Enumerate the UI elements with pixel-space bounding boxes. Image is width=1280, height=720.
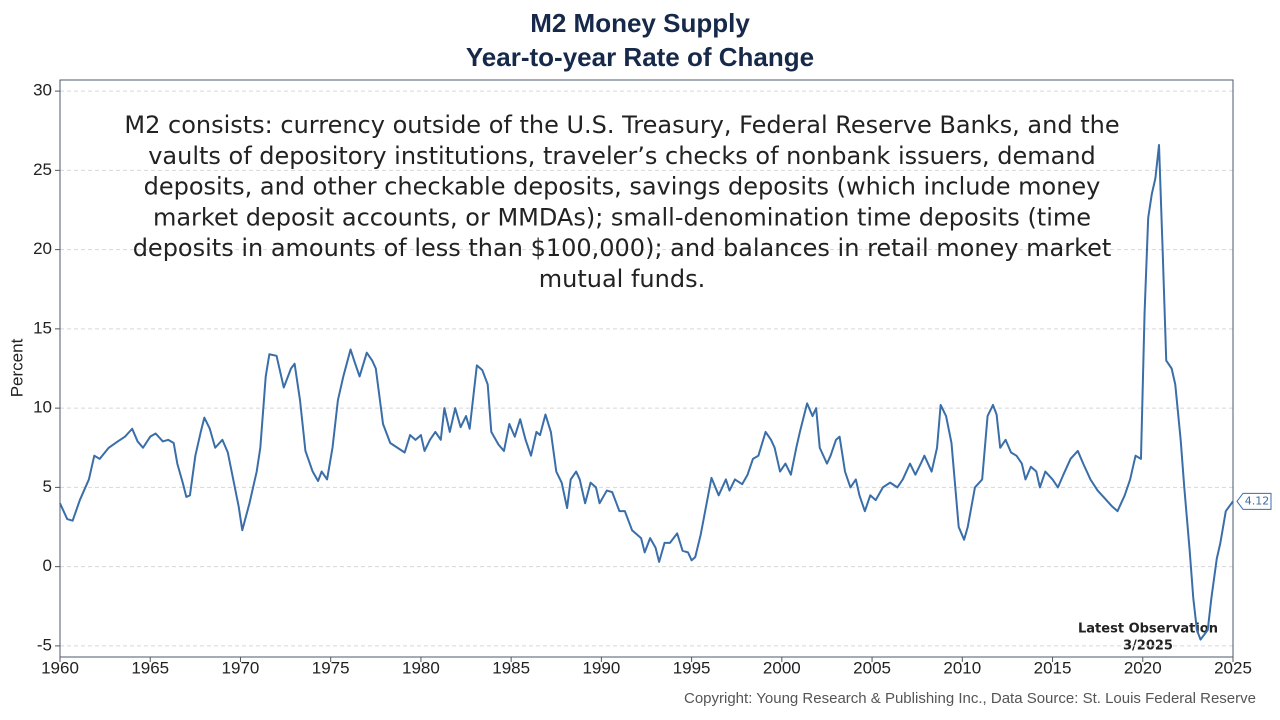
source: Copyright: Young Research & Publishing I…: [684, 690, 1256, 707]
y-tick-label: 0: [43, 556, 52, 575]
x-tick-label: 1965: [131, 658, 169, 677]
plot-frame: [59, 79, 1234, 658]
annotation: vaults of depository institutions, trave…: [148, 142, 1096, 170]
x-tick-label: 1975: [312, 658, 350, 677]
x-tick-label: 2015: [1034, 658, 1072, 677]
x-tick-label: 1995: [673, 658, 711, 677]
annotation: deposits, and other checkable deposits, …: [144, 173, 1101, 201]
x-tick-label: 2005: [853, 658, 891, 677]
x-tick-label: 1970: [222, 658, 260, 677]
y-tick-label: 10: [33, 398, 52, 417]
x-tick-label: 2000: [763, 658, 801, 677]
y-tick-label: 15: [33, 318, 52, 337]
x-tick-label: 1960: [41, 658, 79, 677]
y-tick-label: 5: [43, 477, 52, 496]
y-tick-label: -5: [37, 635, 52, 654]
x-tick-label: 1985: [492, 658, 530, 677]
latest-note: Latest Observation: [1078, 622, 1218, 637]
y-axis-label: Percent: [7, 338, 26, 397]
y-tick-label: 30: [33, 81, 52, 100]
annotation: deposits in amounts of less than $100,00…: [133, 234, 1112, 262]
data-line: [59, 143, 1234, 641]
y-tick-label: 25: [33, 160, 52, 179]
value-label: 4.12: [1245, 494, 1270, 507]
annotation: M2 consists: currency outside of the U.S…: [124, 111, 1119, 139]
x-tick-label: 1990: [582, 658, 620, 677]
x-tick-label: 2020: [1124, 658, 1162, 677]
x-tick-label: 2025: [1214, 658, 1252, 677]
y-tick-label: 20: [33, 239, 52, 258]
chart-title: M2 Money Supply: [530, 8, 750, 38]
annotation: market deposit accounts, or MMDAs); smal…: [153, 203, 1091, 231]
x-tick-label: 2010: [943, 658, 981, 677]
value-label-box: [1236, 492, 1272, 510]
chart-subtitle: Year-to-year Rate of Change: [466, 42, 814, 72]
x-tick-label: 1980: [402, 658, 440, 677]
annotation: mutual funds.: [539, 265, 705, 293]
